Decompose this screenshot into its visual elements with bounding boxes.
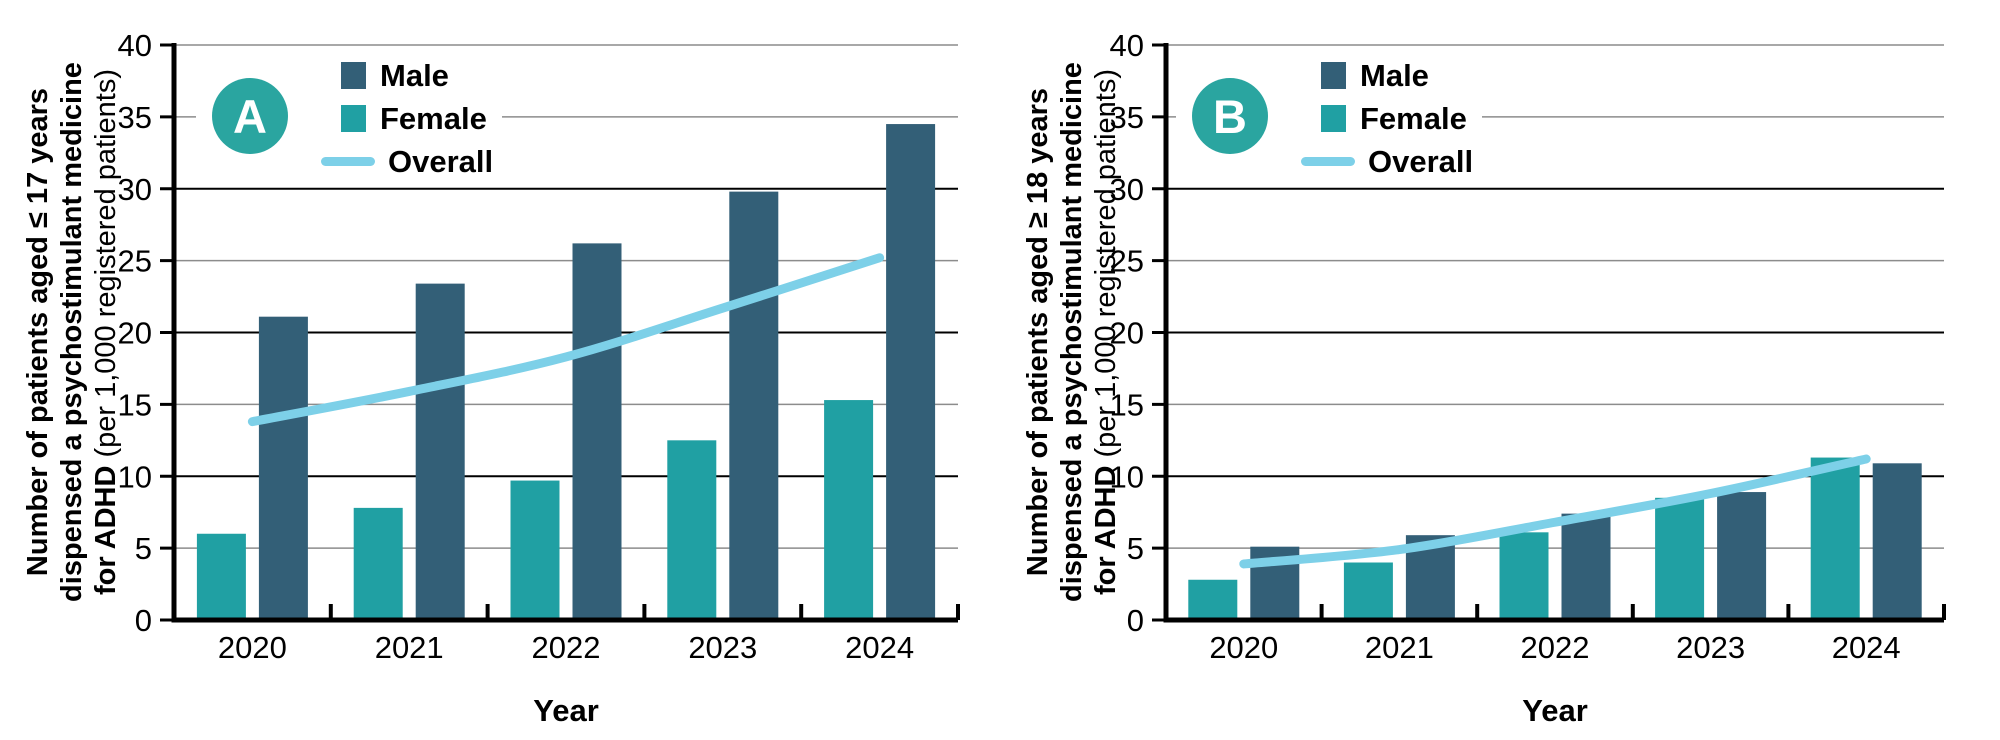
bar-male-2022 — [1561, 513, 1611, 620]
x-tick-label-2022: 2022 — [1521, 630, 1590, 665]
legend-label-overall: Overall — [388, 143, 494, 179]
panel-a: 0 5 10 15 20 25 30 35 40 2020 2021 2022 2023 2024 Num… — [21, 28, 960, 728]
y-axis-title-line3-regular: (per 1,000 registered patients) — [1090, 69, 1122, 466]
y-tick-label-5: 5 — [1127, 531, 1144, 566]
bar-female-2023 — [1655, 497, 1705, 620]
y-tick-label-30: 30 — [1110, 172, 1144, 207]
y-tick-label-0: 0 — [135, 603, 152, 638]
chart-canvas-b: 0 5 10 15 20 25 30 35 40 2020 2021 2022 2023 2024 — [1110, 28, 1946, 665]
chart-canvas-a: 0 5 10 15 20 25 30 35 40 2020 2021 2022 2023 2024 — [118, 28, 960, 665]
bar-female-2022 — [1499, 532, 1549, 620]
x-tick-label-2020: 2020 — [1209, 630, 1278, 665]
bar-female-2021 — [1343, 562, 1393, 620]
y-tick-label-30: 30 — [118, 172, 152, 207]
bar-female-2020 — [196, 533, 246, 620]
y-tick-label-15: 15 — [118, 387, 152, 422]
y-axis-title: Number of patients aged ≥ 18 years dispe… — [1021, 62, 1123, 602]
bar-female-2021 — [353, 507, 403, 620]
bar-female-2024 — [824, 400, 874, 620]
bar-male-2021 — [415, 283, 465, 620]
legend-item-female: Female — [341, 97, 502, 140]
panel-badge-b: B — [1192, 78, 1268, 154]
panel-badge-a: A — [212, 78, 288, 154]
x-tick-label-2021: 2021 — [375, 630, 444, 665]
y-axis — [1163, 43, 1169, 623]
y-axis-title-line1: Number of patients aged ≥ 18 years — [1022, 87, 1054, 577]
y-axis-title-line3-bold: for ADHD — [1090, 465, 1122, 595]
y-axis-title-line1: Number of patients aged ≤ 17 years — [22, 87, 54, 577]
y-tick-label-25: 25 — [118, 244, 152, 279]
legend-label-male: Male — [380, 57, 449, 93]
female-swatch-icon — [1321, 105, 1346, 132]
x-tick-label-2023: 2023 — [1676, 630, 1745, 665]
bar-male-2022 — [572, 243, 622, 620]
y-tick-label-5: 5 — [135, 531, 152, 566]
bar-male-2023 — [729, 191, 779, 620]
bar-female-2022 — [510, 480, 560, 620]
x-tick-label-2024: 2024 — [1832, 630, 1901, 665]
y-axis-title-line3: for ADHD (per 1,000 registered patients) — [1089, 62, 1123, 602]
y-tick-label-20: 20 — [1110, 316, 1144, 351]
legend-item-overall: Overall — [1301, 140, 1482, 183]
y-axis-title-line2: dispensed a psychostimulant medicine — [56, 62, 88, 602]
y-tick-label-35: 35 — [118, 100, 152, 135]
overall-line — [247, 253, 885, 427]
x-tick-label-2021: 2021 — [1365, 630, 1434, 665]
legend-label-male: Male — [1360, 57, 1429, 93]
legend-item-male: Male — [1321, 54, 1482, 97]
bar-male-2024 — [1872, 463, 1922, 620]
overall-line-swatch-icon — [321, 157, 375, 166]
x-tick-label-2022: 2022 — [532, 630, 601, 665]
bar-male-2024 — [886, 124, 936, 620]
x-tick-label-2024: 2024 — [845, 630, 914, 665]
legend-item-male: Male — [341, 54, 502, 97]
panel-b: 0 5 10 15 20 25 30 35 40 2020 2021 2022 2023 2024 Num… — [1000, 0, 2000, 740]
overall-line-swatch-icon — [1301, 157, 1355, 166]
y-axis-title: Number of patients aged ≤ 17 years dispe… — [21, 62, 123, 602]
x-axis-title: Year — [1522, 693, 1588, 728]
legend-item-female: Female — [1321, 97, 1482, 140]
y-axis — [171, 43, 177, 623]
y-axis-title-line3: for ADHD (per 1,000 registered patients) — [89, 62, 123, 602]
y-tick-label-25: 25 — [1110, 244, 1144, 279]
x-axis — [171, 617, 958, 623]
legend-label-overall: Overall — [1368, 143, 1474, 179]
y-tick-label-40: 40 — [118, 28, 152, 63]
bar-female-2020 — [1188, 579, 1238, 620]
y-tick-label-0: 0 — [1127, 603, 1144, 638]
overall-line — [1239, 454, 1871, 569]
x-tick-label-2020: 2020 — [218, 630, 287, 665]
y-axis-title-line3-regular: (per 1,000 registered patients) — [90, 69, 122, 466]
y-axis-title-line2: dispensed a psychostimulant medicine — [1056, 62, 1088, 602]
legend-label-female: Female — [1360, 100, 1467, 136]
y-tick-label-10: 10 — [118, 459, 152, 494]
y-axis-title-line3-bold: for ADHD — [90, 465, 122, 595]
bar-male-2023 — [1717, 492, 1767, 620]
bar-female-2024 — [1810, 457, 1860, 620]
y-tick-label-20: 20 — [118, 316, 152, 351]
x-axis — [1163, 617, 1944, 623]
y-tick-label-40: 40 — [1110, 28, 1144, 63]
female-swatch-icon — [341, 105, 366, 132]
male-swatch-icon — [341, 62, 366, 89]
x-axis-title: Year — [533, 693, 599, 728]
male-swatch-icon — [1321, 62, 1346, 89]
legend-label-female: Female — [380, 100, 487, 136]
x-tick-label-2023: 2023 — [688, 630, 757, 665]
bar-female-2023 — [667, 440, 717, 620]
y-tick-label-35: 35 — [1110, 100, 1144, 135]
y-tick-label-10: 10 — [1110, 459, 1144, 494]
legend-item-overall: Overall — [321, 140, 502, 183]
bar-male-2020 — [258, 316, 308, 620]
y-tick-label-15: 15 — [1110, 387, 1144, 422]
